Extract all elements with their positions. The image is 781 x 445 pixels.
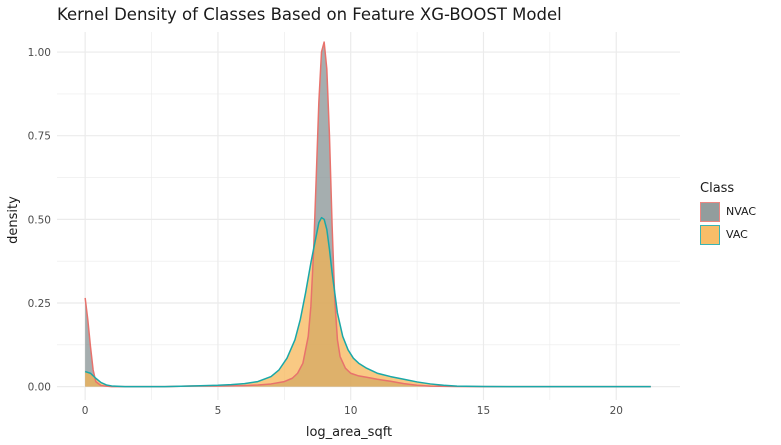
x-tick-label: 20: [610, 405, 623, 417]
y-tick-label: 0.25: [28, 298, 51, 310]
legend-item-nvac: NVAC: [700, 200, 756, 223]
line-vac: [84, 216, 651, 388]
x-tick-label: 0: [82, 405, 89, 417]
x-axis-title: log_area_sqft: [306, 425, 392, 440]
y-tick-label: 0.50: [28, 214, 51, 226]
area-vac: [85, 217, 651, 387]
legend-key-nvac: [700, 201, 720, 222]
chart-title: Kernel Density of Classes Based on Featu…: [57, 5, 562, 24]
x-tick-label: 10: [344, 405, 357, 417]
legend-label-nvac: NVAC: [726, 205, 757, 218]
density-areas: [84, 41, 651, 388]
legend-item-vac: VAC: [700, 223, 756, 246]
x-tick-label: 15: [477, 405, 490, 417]
legend-key-vac: [700, 224, 720, 245]
x-tick-label: 5: [215, 405, 222, 417]
y-axis-title: density: [6, 196, 21, 244]
grid-layer: [57, 32, 680, 400]
y-tick-label: 0.00: [28, 382, 51, 394]
legend-title: Class: [700, 181, 735, 196]
y-tick-label: 0.75: [28, 131, 51, 143]
legend-label-vac: VAC: [726, 228, 748, 241]
tick-labels: 0 5 10 15 20 0.00 0.25 0.50 0.75 1.00: [28, 47, 623, 417]
y-tick-label: 1.00: [28, 47, 51, 59]
legend: Class NVAC VAC: [700, 181, 756, 246]
